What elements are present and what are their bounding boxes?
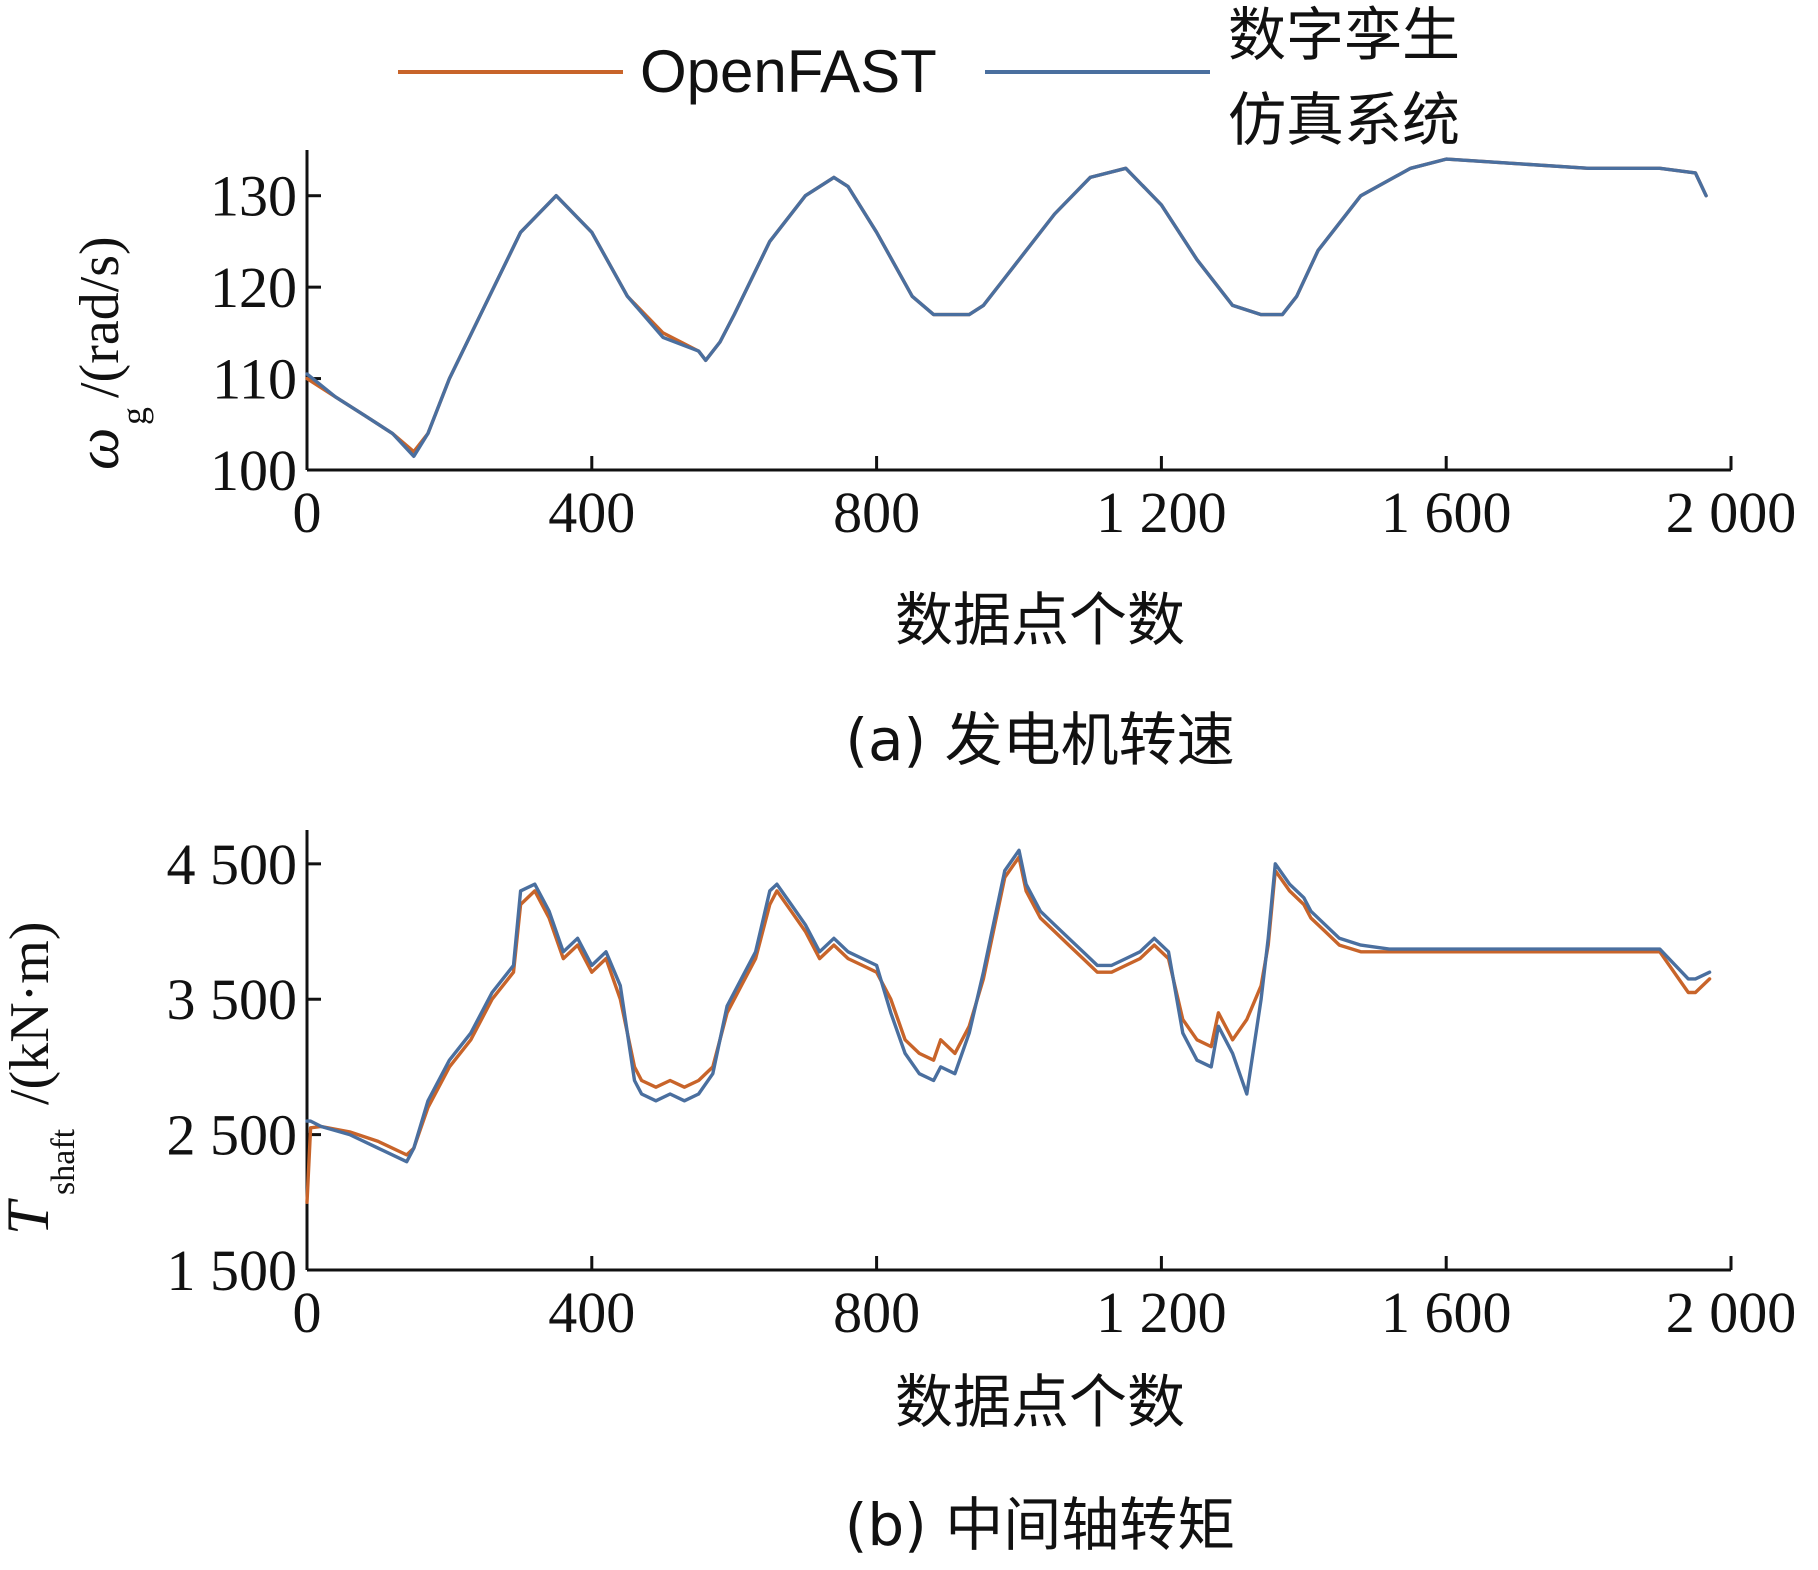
chart-a-series-digital_twin xyxy=(305,157,1708,458)
chart-b-series-digital_twin xyxy=(305,848,1712,1164)
chart-b-xtick-label: 400 xyxy=(548,1280,635,1345)
chart-b-xtick-label: 800 xyxy=(833,1280,920,1345)
chart-a-caption: (a) 发电机转速 xyxy=(845,706,1234,774)
chart-b-ytick-label: 1 500 xyxy=(167,1238,298,1303)
chart-b-shaft-torque: T shaft /(kN·m) 数据点个数 (b) 中间轴转矩 0 400 800 1… xyxy=(0,830,1796,1559)
chart-b-xtick-label: 0 xyxy=(293,1280,322,1345)
chart-b-ytick-label: 4 500 xyxy=(167,832,298,897)
chart-b-ylabel-sub: shaft xyxy=(45,1128,82,1195)
chart-b-ylabel-unit: /(kN·m) xyxy=(0,921,61,1105)
chart-b-ytick-label: 2 500 xyxy=(167,1103,298,1168)
chart-a-xtick-label: 400 xyxy=(548,480,635,545)
chart-b-xtick-label: 1 200 xyxy=(1096,1280,1227,1345)
chart-a-series-openfast xyxy=(305,157,1708,454)
chart-a-ytick-label: 130 xyxy=(210,164,297,229)
chart-a-ylabel-unit: /(rad/s) xyxy=(69,236,131,398)
chart-a-ytick-label: 100 xyxy=(210,438,297,503)
chart-a-xtick-label: 1 200 xyxy=(1096,480,1227,545)
legend-label-digital-twin-line1: 数字孪生 xyxy=(1228,1,1460,69)
legend-label-digital-twin-line2: 仿真系统 xyxy=(1228,86,1460,154)
chart-a-xtick-label: 800 xyxy=(833,480,920,545)
chart-a-xtick-label: 0 xyxy=(293,480,322,545)
chart-b-xtick-label: 1 600 xyxy=(1381,1280,1512,1345)
legend-label-openfast: OpenFAST xyxy=(640,38,937,105)
chart-a-xlabel: 数据点个数 xyxy=(895,586,1185,654)
chart-b-xlabel: 数据点个数 xyxy=(895,1368,1185,1436)
chart-b-ytick-label: 3 500 xyxy=(167,967,298,1032)
chart-a-ytick-label: 110 xyxy=(212,347,297,412)
chart-a-ylabel-sub: g xyxy=(114,407,154,425)
chart-a-xtick-label: 2 000 xyxy=(1666,480,1797,545)
chart-a-generator-speed: ω g /(rad/s) 数据点个数 (a) 发电机转速 0 400 800 1 20… xyxy=(65,150,1796,774)
chart-a-xtick-label: 1 600 xyxy=(1381,480,1512,545)
chart-b-xtick-label: 2 000 xyxy=(1666,1280,1797,1345)
chart-b-ylabel-symbol: T xyxy=(0,1198,61,1235)
legend: OpenFAST 数字孪生 仿真系统 xyxy=(398,1,1460,154)
chart-a-ytick-label: 120 xyxy=(210,255,297,320)
chart-a-ylabel-symbol: ω xyxy=(65,428,131,470)
chart-b-caption: (b) 中间轴转矩 xyxy=(845,1491,1236,1559)
